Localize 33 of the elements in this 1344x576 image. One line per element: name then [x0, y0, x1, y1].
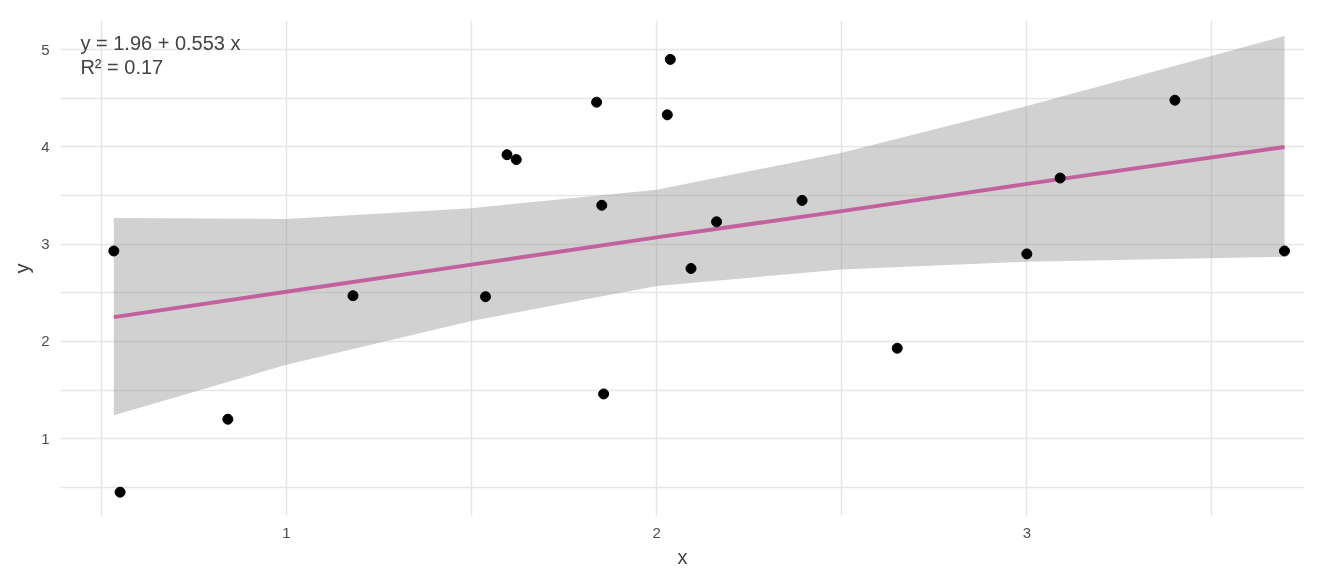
point	[891, 342, 903, 354]
point	[664, 53, 676, 65]
x-tick-label: 3	[1022, 523, 1031, 541]
point	[108, 245, 120, 257]
point	[591, 96, 603, 108]
point	[661, 109, 673, 121]
point	[1021, 248, 1033, 260]
point	[685, 263, 697, 274]
point	[796, 194, 808, 206]
line-series	[111, 144, 1287, 320]
x-tick-label: 1	[282, 523, 291, 541]
point	[347, 290, 359, 302]
point	[114, 486, 126, 498]
y-tick-label: 3	[41, 235, 50, 253]
point	[1169, 94, 1181, 106]
y-tick-label: 2	[41, 332, 50, 350]
annotation: y = 1.96 + 0.553 x	[80, 31, 241, 54]
y-tick-label: 1	[41, 429, 50, 447]
point	[1279, 245, 1291, 257]
point	[1054, 172, 1066, 184]
y-axis-title: y	[11, 263, 34, 274]
point	[598, 388, 610, 400]
point	[711, 216, 723, 228]
point	[222, 413, 234, 425]
annotation: R² = 0.17	[80, 55, 164, 78]
y-tick-label: 4	[41, 137, 50, 155]
y-tick-label: 5	[41, 40, 50, 58]
point	[480, 291, 492, 303]
x-tick-label: 2	[652, 523, 661, 541]
point	[501, 149, 513, 161]
x-axis-title: x	[677, 545, 688, 568]
point	[596, 199, 608, 211]
point	[510, 154, 522, 166]
